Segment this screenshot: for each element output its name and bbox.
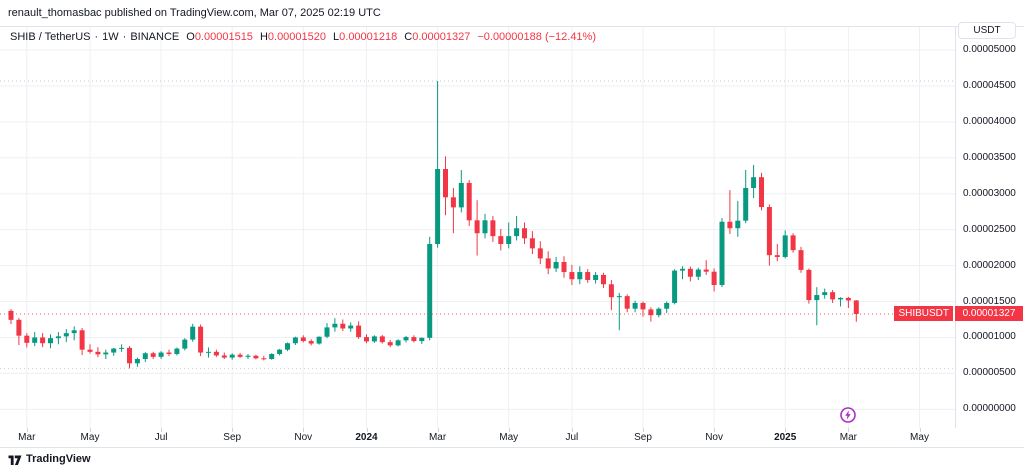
time-axis-tick <box>437 428 439 432</box>
time-axis-label: Mar <box>839 432 858 443</box>
ohlc-low-label: L <box>333 31 340 43</box>
time-axis-label: Nov <box>705 432 723 443</box>
attribution-bar: renault_thomasbac published on TradingVi… <box>0 0 1024 27</box>
time-axis-label: 2024 <box>355 432 378 443</box>
time-axis-label: Jul <box>565 432 579 443</box>
legend-separator: · <box>94 31 99 43</box>
time-axis-tick <box>303 428 305 432</box>
time-axis-tick <box>919 428 921 432</box>
currency-button[interactable]: USDT <box>958 22 1016 39</box>
legend-separator: · <box>122 31 127 43</box>
legend-symbol: SHIB / TetherUS <box>10 31 91 43</box>
price-axis-label: 0.00004500 <box>963 79 1016 91</box>
price-axis-label: 0.00000500 <box>963 367 1016 379</box>
price-tag-symbol: SHIBUSDT <box>894 306 953 322</box>
footer-bar: TradingView <box>0 448 1024 472</box>
price-axis[interactable]: 0.00005000 0.00004500 0.00004000 0.00003500… <box>955 27 1024 428</box>
time-axis-tick <box>714 428 716 432</box>
event-lightning-icon[interactable] <box>839 406 857 429</box>
time-axis-tick <box>508 428 510 432</box>
legend-interval: 1W <box>102 31 119 43</box>
ohlc-high-value: 0.00001520 <box>267 31 327 43</box>
time-axis-label: May <box>910 432 929 443</box>
chart-pane[interactable] <box>0 27 955 428</box>
time-axis-tick <box>785 428 787 432</box>
change-value: −0.00000188 (−12.41%) <box>477 31 596 43</box>
price-tag-value: 0.00001327 <box>955 306 1023 322</box>
time-axis-tick <box>232 428 234 432</box>
ohlc-open-label: O <box>186 31 195 43</box>
last-price-tag: SHIBUSDT 0.00001327 <box>894 306 1023 322</box>
price-axis-label: 0.00001000 <box>963 331 1016 343</box>
time-axis-label: Nov <box>294 432 313 443</box>
time-axis-tick <box>26 428 28 432</box>
time-axis-tick <box>848 428 850 432</box>
candlestick-chart[interactable] <box>0 27 955 428</box>
price-axis-label: 0.00005000 <box>963 43 1016 55</box>
time-axis-tick <box>366 428 368 432</box>
ohlc-high-label: H <box>259 31 268 43</box>
ohlc-low-value: 0.00001218 <box>339 31 398 43</box>
time-axis-tick <box>643 428 644 432</box>
time-axis-tick <box>571 428 573 432</box>
time-axis[interactable]: Mar May Jul Sep Nov 2024 Mar May Jul Sep Nov 2025 Ma… <box>0 428 1024 448</box>
price-axis-label: 0.00004000 <box>963 115 1016 127</box>
time-axis-label: Sep <box>223 432 242 443</box>
ohlc-close-value: 0.00001327 <box>412 31 471 43</box>
time-axis-tick <box>161 428 163 432</box>
symbol-legend: SHIB / TetherUS · 1W · BINANCE O0.00001515 H0.… <box>10 31 596 43</box>
price-axis-label: 0.00002500 <box>963 223 1016 235</box>
ohlc-close-label: C <box>404 31 413 43</box>
tradingview-brand-text[interactable]: TradingView <box>26 453 91 465</box>
price-axis-label: 0.00003000 <box>963 187 1016 199</box>
time-axis-label: Jul <box>154 432 168 443</box>
ohlc-open-value: 0.00001515 <box>194 31 253 43</box>
attribution-text: renault_thomasbac published on TradingVi… <box>8 7 381 19</box>
legend-exchange: BINANCE <box>130 31 180 43</box>
time-axis-label: Mar <box>18 432 36 443</box>
time-axis-label: Mar <box>428 432 447 443</box>
price-axis-label: 0.00001500 <box>963 295 1016 307</box>
time-axis-label: Sep <box>634 432 652 443</box>
time-axis-label: 2025 <box>774 432 797 443</box>
price-axis-label: 0.00000000 <box>963 403 1016 415</box>
time-axis-tick <box>90 428 91 432</box>
tradingview-logo-icon[interactable] <box>8 453 22 467</box>
time-axis-label: May <box>499 432 519 443</box>
price-axis-label: 0.00002000 <box>963 259 1016 271</box>
price-axis-label: 0.00003500 <box>963 151 1016 163</box>
time-axis-label: May <box>80 432 100 443</box>
